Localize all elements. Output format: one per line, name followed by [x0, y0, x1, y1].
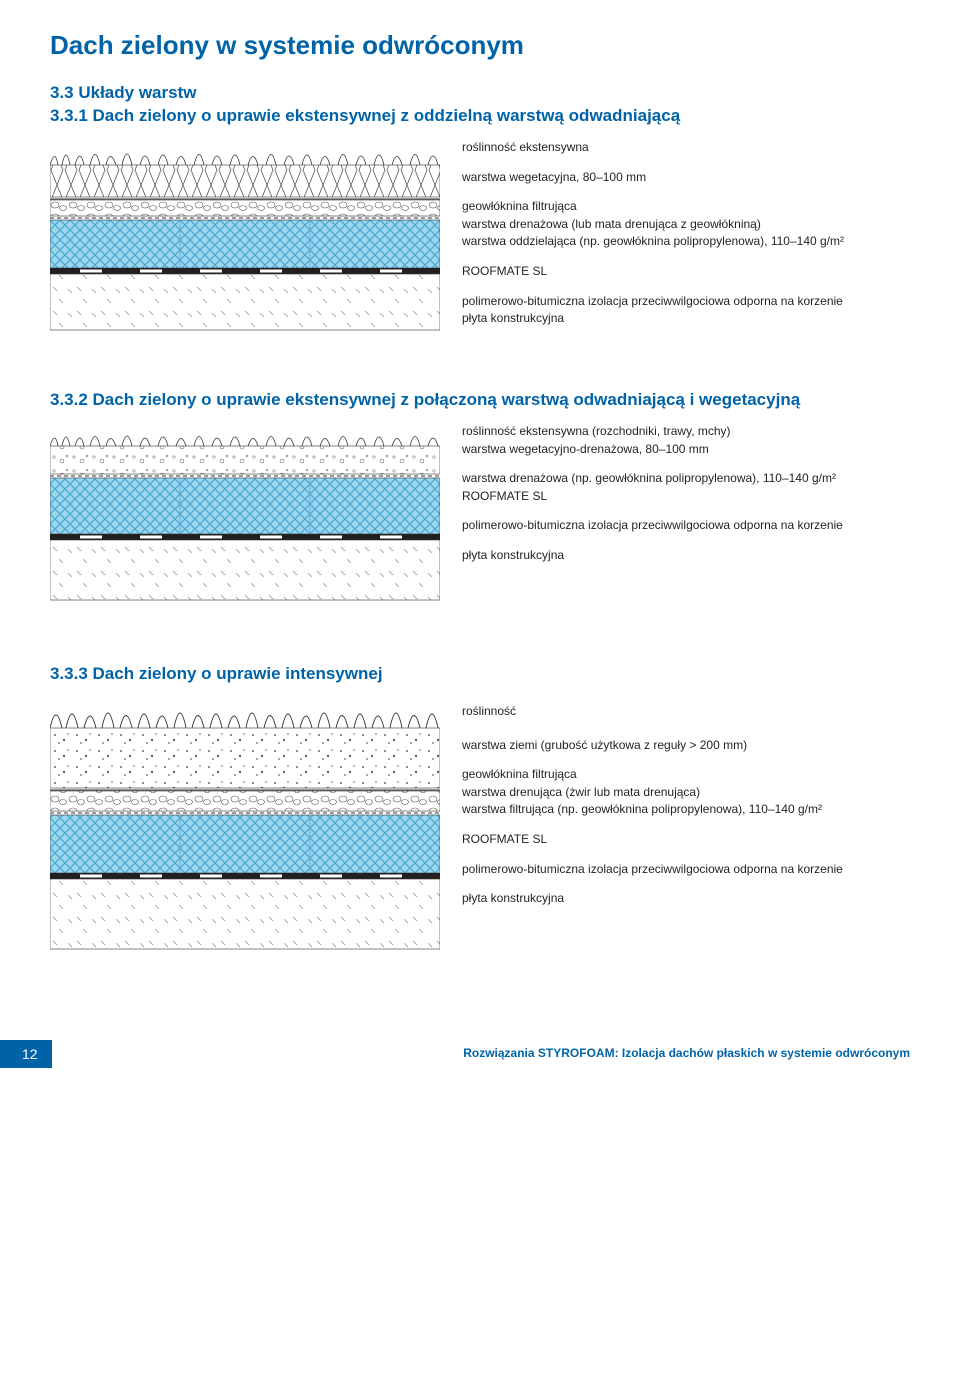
section-333: 3.3.3 Dach zielony o uprawie intensywnej: [50, 664, 910, 978]
diagram-332: [50, 424, 440, 624]
diagram-331: [50, 140, 440, 350]
section-332: 3.3.2 Dach zielony o uprawie ekstensywne…: [50, 390, 910, 624]
subsection-title: 3.3.1 Dach zielony o uprawie ekstensywne…: [50, 106, 910, 126]
labels-332: roślinność ekstensywna (rozchodniki, tra…: [462, 424, 910, 578]
subsection-title: 3.3.2 Dach zielony o uprawie ekstensywne…: [50, 390, 910, 410]
page-number: 12: [0, 1040, 52, 1068]
page-title: Dach zielony w systemie odwróconym: [50, 30, 910, 61]
diagram-333: [50, 698, 440, 978]
section-331: 3.3.1 Dach zielony o uprawie ekstensywne…: [50, 106, 910, 350]
subsection-title: 3.3.3 Dach zielony o uprawie intensywnej: [50, 664, 910, 684]
section-head: 3.3 Układy warstw: [50, 83, 910, 103]
footer: 12 Rozwiązania STYROFOAM: Izolacja dachó…: [50, 1018, 910, 1068]
labels-331: roślinność ekstensywna warstwa wegetacyj…: [462, 140, 910, 341]
footer-text: Rozwiązania STYROFOAM: Izolacja dachów p…: [463, 1046, 910, 1060]
labels-333: roślinność warstwa ziemi (grubość użytko…: [462, 698, 910, 921]
